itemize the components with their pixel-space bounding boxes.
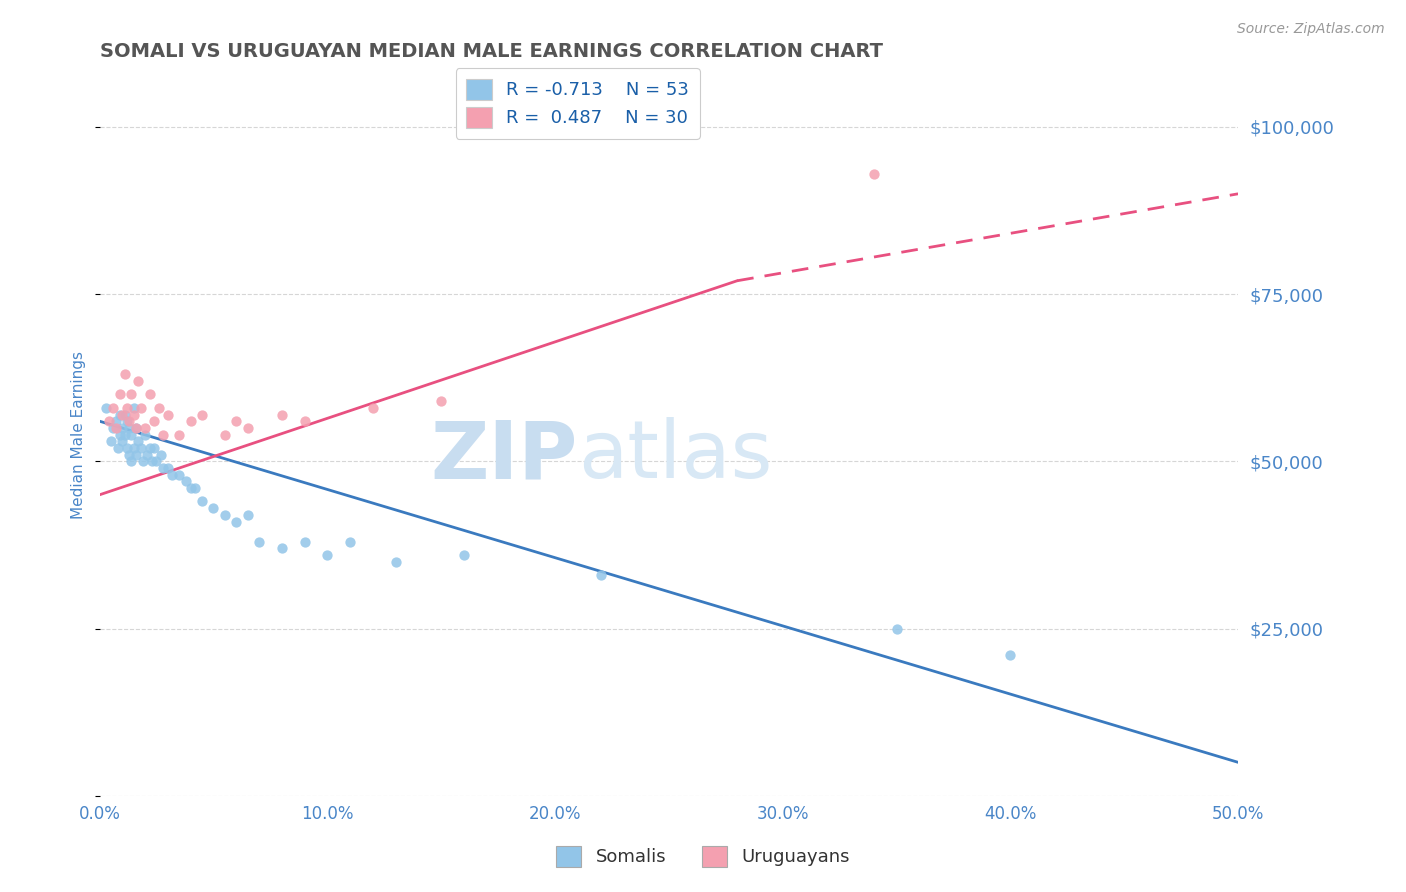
- Point: [236, 421, 259, 435]
- Point: [122, 401, 145, 415]
- Point: [156, 461, 179, 475]
- Legend: Somalis, Uruguayans: Somalis, Uruguayans: [548, 838, 858, 874]
- Point: [169, 427, 191, 442]
- Legend: R = -0.713    N = 53, R =  0.487    N = 30: R = -0.713 N = 53, R = 0.487 N = 30: [456, 68, 700, 138]
- Point: [111, 434, 134, 449]
- Point: [214, 508, 236, 522]
- Point: [100, 434, 122, 449]
- Point: [145, 454, 167, 468]
- Point: [108, 387, 131, 401]
- Point: [191, 494, 214, 508]
- Point: [127, 434, 149, 449]
- Point: [453, 548, 475, 562]
- Point: [191, 408, 214, 422]
- Point: [174, 475, 197, 489]
- Point: [134, 421, 156, 435]
- Point: [152, 461, 174, 475]
- Point: [120, 454, 142, 468]
- Point: [129, 401, 152, 415]
- Point: [120, 387, 142, 401]
- Point: [384, 555, 406, 569]
- Point: [103, 401, 125, 415]
- Point: [136, 448, 159, 462]
- Point: [108, 427, 131, 442]
- Point: [143, 414, 166, 428]
- Point: [169, 467, 191, 482]
- Point: [162, 467, 184, 482]
- Point: [125, 421, 148, 435]
- Point: [111, 408, 134, 422]
- Point: [115, 401, 138, 415]
- Point: [114, 408, 136, 422]
- Point: [247, 534, 270, 549]
- Point: [589, 568, 612, 582]
- Point: [294, 414, 316, 428]
- Point: [184, 481, 207, 495]
- Point: [122, 441, 145, 455]
- Point: [202, 501, 225, 516]
- Point: [148, 401, 170, 415]
- Point: [225, 515, 247, 529]
- Text: SOMALI VS URUGUAYAN MEDIAN MALE EARNINGS CORRELATION CHART: SOMALI VS URUGUAYAN MEDIAN MALE EARNINGS…: [100, 42, 883, 61]
- Point: [103, 421, 125, 435]
- Text: ZIP: ZIP: [430, 417, 578, 495]
- Point: [125, 421, 148, 435]
- Point: [361, 401, 384, 415]
- Point: [107, 441, 129, 455]
- Point: [141, 454, 163, 468]
- Point: [104, 421, 127, 435]
- Text: atlas: atlas: [578, 417, 772, 495]
- Point: [225, 414, 247, 428]
- Point: [118, 414, 141, 428]
- Point: [156, 408, 179, 422]
- Point: [294, 534, 316, 549]
- Point: [862, 167, 884, 181]
- Point: [138, 441, 160, 455]
- Point: [115, 441, 138, 455]
- Point: [180, 481, 202, 495]
- Point: [339, 534, 361, 549]
- Point: [886, 622, 908, 636]
- Point: [180, 414, 202, 428]
- Point: [430, 394, 453, 409]
- Point: [214, 427, 236, 442]
- Point: [108, 408, 131, 422]
- Point: [96, 401, 118, 415]
- Point: [111, 421, 134, 435]
- Point: [97, 414, 120, 428]
- Point: [152, 427, 174, 442]
- Point: [270, 541, 292, 556]
- Point: [114, 368, 136, 382]
- Point: [125, 448, 148, 462]
- Point: [118, 421, 141, 435]
- Y-axis label: Median Male Earnings: Median Male Earnings: [72, 351, 86, 518]
- Point: [104, 414, 127, 428]
- Point: [270, 408, 292, 422]
- Point: [132, 454, 155, 468]
- Point: [138, 387, 160, 401]
- Point: [150, 448, 173, 462]
- Point: [127, 374, 149, 388]
- Point: [115, 414, 138, 428]
- Point: [143, 441, 166, 455]
- Point: [129, 441, 152, 455]
- Point: [134, 427, 156, 442]
- Point: [316, 548, 339, 562]
- Point: [114, 427, 136, 442]
- Point: [120, 427, 142, 442]
- Point: [118, 448, 141, 462]
- Point: [122, 408, 145, 422]
- Point: [236, 508, 259, 522]
- Text: Source: ZipAtlas.com: Source: ZipAtlas.com: [1237, 22, 1385, 37]
- Point: [1000, 648, 1022, 663]
